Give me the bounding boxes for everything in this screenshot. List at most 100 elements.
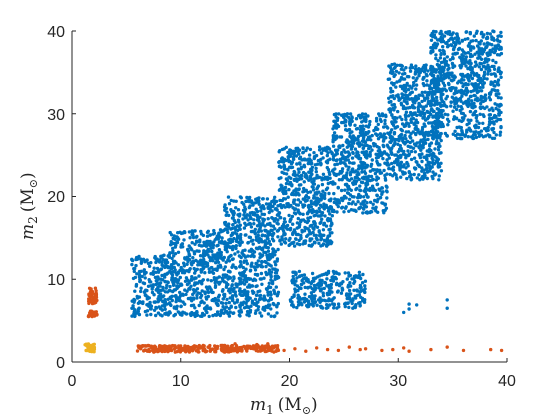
data-point [356, 134, 361, 139]
data-point [232, 218, 236, 223]
data-point [182, 261, 186, 265]
data-point [396, 150, 400, 154]
data-point [331, 144, 336, 148]
data-point [174, 299, 178, 304]
data-point [315, 187, 319, 191]
data-point [400, 117, 404, 122]
data-point [176, 250, 181, 254]
data-point [404, 156, 408, 160]
data-point [498, 130, 503, 134]
data-point [354, 296, 358, 300]
data-point [350, 141, 355, 145]
data-point [284, 237, 288, 241]
data-point [468, 47, 473, 51]
data-point [386, 145, 390, 149]
data-point [420, 176, 424, 180]
data-point [451, 37, 455, 42]
data-point [179, 344, 183, 348]
data-point [349, 136, 354, 140]
data-point [389, 167, 394, 171]
data-point [94, 310, 99, 314]
data-point [254, 261, 258, 266]
data-point [450, 61, 455, 66]
data-point [345, 277, 349, 281]
data-point [194, 281, 199, 285]
data-point [397, 71, 401, 75]
data-point [197, 243, 201, 247]
data-point [340, 287, 345, 292]
data-point [367, 122, 372, 127]
data-point [285, 167, 290, 171]
data-point [337, 199, 341, 203]
data-point [199, 229, 203, 234]
data-point [93, 286, 98, 290]
data-point [242, 226, 247, 230]
data-point [188, 346, 192, 351]
data-point [258, 349, 262, 353]
data-point [393, 126, 397, 130]
data-point [276, 301, 280, 306]
data-point [280, 237, 284, 241]
data-point [288, 154, 293, 158]
data-point [447, 119, 451, 124]
data-point [187, 244, 191, 248]
data-point [486, 128, 490, 132]
data-point [87, 313, 91, 317]
data-point [157, 305, 161, 309]
data-point [91, 295, 95, 299]
data-point [450, 71, 454, 75]
data-point [250, 284, 255, 288]
data-point [457, 41, 462, 45]
data-point [337, 144, 341, 149]
data-point [137, 312, 142, 317]
data-point [472, 73, 477, 77]
data-point [267, 281, 271, 285]
data-point [487, 58, 491, 62]
data-point [266, 348, 270, 353]
data-point [224, 213, 228, 217]
data-point [261, 197, 265, 201]
data-point [204, 349, 209, 353]
data-point [238, 264, 242, 269]
data-point [401, 139, 405, 143]
data-point [226, 344, 230, 349]
data-point [324, 306, 329, 310]
data-point [414, 87, 418, 91]
data-point [312, 286, 317, 291]
data-point [381, 201, 385, 205]
data-point [439, 40, 444, 44]
data-point [459, 99, 463, 103]
data-point [287, 243, 291, 248]
data-point [271, 301, 275, 306]
data-point [143, 293, 147, 297]
data-point [310, 168, 314, 172]
data-point [392, 74, 396, 79]
data-point [355, 289, 359, 293]
data-point [205, 263, 210, 268]
data-point [270, 252, 275, 256]
data-point [311, 226, 315, 230]
data-point [311, 300, 315, 305]
data-point [184, 276, 189, 280]
data-point [361, 211, 365, 215]
data-point [137, 345, 141, 350]
data-point [381, 209, 385, 213]
data-point [243, 248, 247, 252]
data-point [217, 248, 222, 252]
data-point [354, 187, 358, 192]
data-point [360, 150, 364, 154]
data-point [399, 67, 404, 71]
data-point [197, 274, 201, 278]
data-point [357, 270, 362, 274]
data-point [405, 160, 409, 165]
data-point [363, 171, 368, 176]
data-point [142, 270, 147, 274]
data-point [364, 150, 369, 154]
data-point [368, 186, 372, 191]
data-point [410, 65, 415, 70]
data-point [429, 46, 433, 50]
data-point [278, 203, 282, 208]
data-point [322, 223, 326, 227]
data-point [294, 232, 299, 237]
data-point [228, 287, 233, 291]
